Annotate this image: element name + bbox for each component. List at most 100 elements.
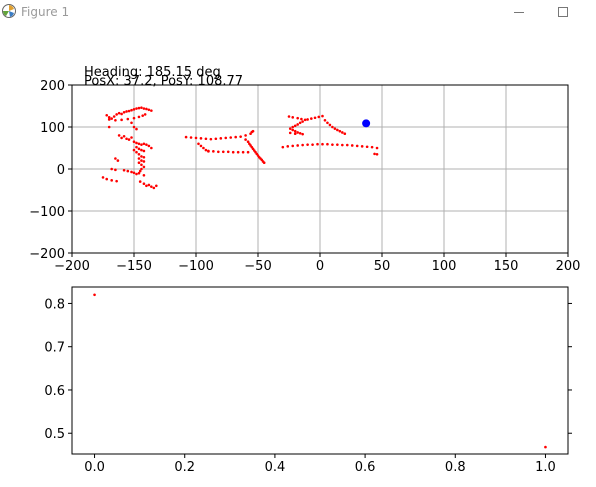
scan-point <box>370 145 374 149</box>
scan-point <box>333 127 337 130</box>
scan-point <box>140 106 143 109</box>
scan-point <box>142 174 146 177</box>
scan-point <box>207 150 210 153</box>
scan-point <box>125 137 128 141</box>
scan-point <box>145 184 148 188</box>
scan-point <box>140 143 143 146</box>
scan-point <box>107 125 111 129</box>
scan-point <box>317 115 321 119</box>
scan-point <box>212 150 215 153</box>
scan-point <box>373 152 376 156</box>
scan-point <box>142 182 146 185</box>
scan-point <box>343 132 347 136</box>
scan-point <box>306 118 309 121</box>
y-tick-label: 0.6 <box>44 384 65 399</box>
scan-point <box>288 131 292 135</box>
figure-canvas[interactable]: −200 −150 −100 −50 0 50 100 150 200 −200 −100 0 100 2… <box>0 24 596 487</box>
scan-point <box>120 112 123 116</box>
scan-point <box>132 171 136 175</box>
scan-point <box>114 118 117 122</box>
scan-point <box>120 118 123 122</box>
scan-point <box>130 108 133 112</box>
scan-point <box>140 163 143 167</box>
scan-point <box>127 109 131 113</box>
scan-point <box>321 114 324 118</box>
scan-point <box>338 129 342 133</box>
scan-point <box>291 116 295 119</box>
y-tick-label: 0.8 <box>44 297 65 312</box>
scan-point <box>281 145 285 149</box>
scan-point <box>288 127 292 130</box>
scan-point <box>310 117 313 120</box>
scan-point <box>313 116 317 120</box>
scan-point <box>132 125 136 129</box>
x-tick-label: 150 <box>494 259 519 274</box>
scan-point <box>301 143 304 147</box>
scan-point <box>93 293 96 297</box>
scan-point <box>145 143 148 146</box>
scan-point <box>137 106 141 110</box>
scan-point <box>116 159 120 162</box>
scan-point <box>321 142 324 146</box>
scan-point <box>140 155 143 158</box>
scan-point <box>291 125 295 129</box>
scan-point <box>142 107 146 110</box>
scan-point <box>130 121 133 125</box>
y-tick-label: −100 <box>29 205 65 220</box>
scan-point <box>137 161 141 164</box>
scan-point <box>365 145 369 149</box>
scan-point <box>234 135 237 139</box>
scan-point <box>296 116 299 120</box>
scan-point <box>140 148 143 152</box>
scan-point <box>199 137 203 140</box>
scan-point <box>117 134 121 137</box>
scan-point <box>150 185 153 188</box>
scan-point <box>328 123 332 127</box>
scan-point <box>296 144 299 147</box>
scan-point <box>286 145 290 148</box>
scan-point <box>341 143 344 147</box>
scan-point <box>152 186 156 190</box>
scan-point <box>122 134 126 138</box>
scan-point <box>110 167 113 171</box>
scan-point <box>311 143 314 146</box>
x-tick-label: 50 <box>374 259 391 274</box>
scan-point <box>244 134 247 137</box>
scan-point <box>291 144 295 148</box>
scan-point <box>147 108 151 112</box>
y-tick-label: −200 <box>29 247 65 262</box>
scan-point <box>360 145 364 148</box>
scan-point <box>145 107 148 111</box>
scan-point <box>110 117 113 120</box>
scan-point <box>142 149 146 153</box>
scan-point <box>143 113 147 116</box>
x-tick-label: −100 <box>178 259 214 274</box>
maximize-button[interactable] <box>540 0 586 24</box>
scan-point <box>135 127 138 131</box>
scan-point <box>301 120 304 123</box>
scan-point <box>115 179 118 183</box>
scan-point <box>300 117 303 121</box>
bottom-plot: 0.0 0.2 0.4 0.6 0.8 1.0 0.5 0.6 0.7 0.8 <box>44 286 572 475</box>
scan-point <box>115 113 118 116</box>
scan-point <box>122 168 126 172</box>
top-plot: −200 −150 −100 −50 0 50 100 150 200 −200 −100 0 100 2… <box>29 65 580 274</box>
window-titlebar[interactable]: Figure 1 <box>0 0 596 24</box>
scan-point <box>204 137 208 141</box>
scan-point <box>155 184 158 188</box>
scan-point <box>350 144 354 147</box>
scan-point <box>262 161 266 164</box>
scan-point <box>293 132 297 136</box>
maximize-icon <box>558 7 568 17</box>
scan-point <box>110 179 113 182</box>
scan-point <box>127 138 131 141</box>
scan-point <box>137 142 141 146</box>
scan-point <box>140 159 143 162</box>
minimize-button[interactable] <box>496 0 542 24</box>
scan-point <box>323 118 327 122</box>
scan-point <box>293 129 297 133</box>
scan-point <box>138 180 142 183</box>
scan-point <box>202 146 205 150</box>
scan-point <box>105 177 109 181</box>
scan-point <box>296 123 299 126</box>
